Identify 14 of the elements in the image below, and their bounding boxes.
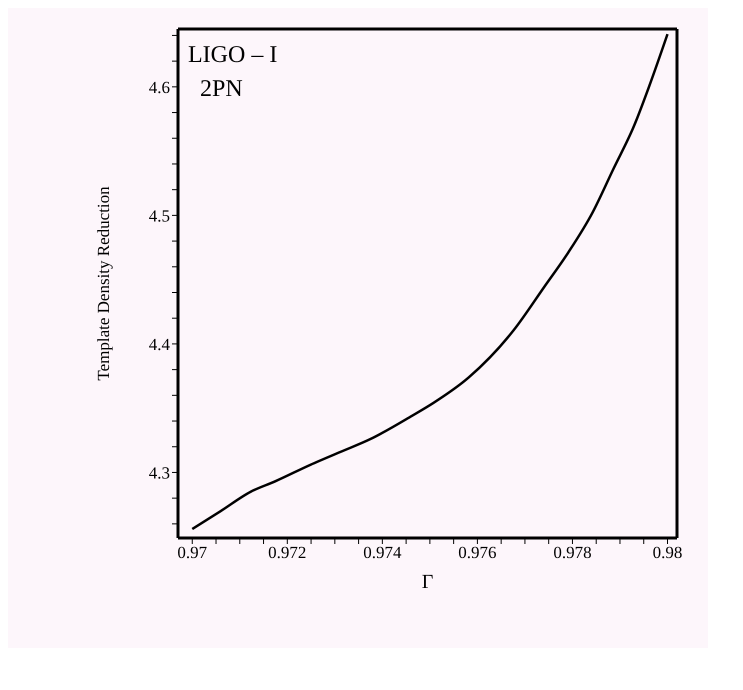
x-tick-label: 0.974 (363, 543, 402, 562)
x-tick-label: 0.972 (268, 543, 306, 562)
annotation: LIGO – I (188, 41, 278, 70)
x-tick-label: 0.97 (177, 543, 208, 562)
x-tick-label: 0.976 (458, 543, 497, 562)
x-tick-label: 0.978 (553, 543, 592, 562)
y-tick-label: 4.5 (148, 206, 170, 226)
y-tick-label: 4.3 (148, 463, 170, 482)
x-tick-label: 0.98 (652, 543, 682, 562)
y-axis-title: Template Density Reduction (94, 186, 114, 381)
annotation: 2PN (199, 75, 244, 104)
x-axis-title: Γ (422, 571, 434, 593)
y-tick-label: 4.4 (148, 334, 170, 354)
y-tick-label: 4.6 (148, 78, 170, 97)
